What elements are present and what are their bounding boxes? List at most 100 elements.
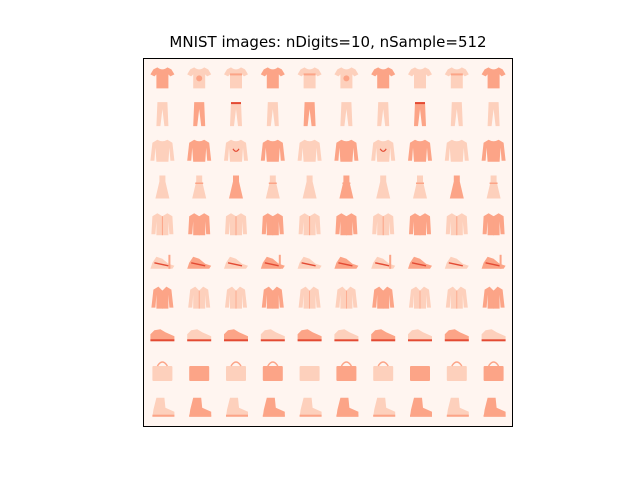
shirt-icon bbox=[372, 286, 395, 309]
dress-icon bbox=[449, 175, 464, 199]
bag-icon bbox=[410, 366, 430, 381]
pullover-icon bbox=[481, 139, 506, 162]
shirt-icon bbox=[482, 286, 505, 309]
sneaker-icon bbox=[260, 329, 285, 342]
ankle-boot-icon bbox=[446, 397, 469, 417]
ankle-boot-icon bbox=[483, 397, 506, 417]
sneaker-icon bbox=[150, 329, 175, 342]
shirt-icon bbox=[225, 286, 247, 309]
trouser-icon bbox=[487, 102, 500, 127]
figure-title: MNIST images: nDigits=10, nSample=512 bbox=[169, 33, 487, 51]
pullover-icon bbox=[371, 139, 396, 162]
tshirt-icon bbox=[150, 67, 175, 89]
pullover-icon bbox=[187, 139, 212, 162]
dress-icon bbox=[302, 175, 317, 199]
sandal-icon bbox=[260, 254, 285, 269]
dress-icon bbox=[486, 175, 501, 199]
tshirt-icon bbox=[334, 67, 359, 89]
tshirt-icon bbox=[371, 67, 396, 89]
sandal-icon bbox=[150, 254, 175, 269]
trouser-icon bbox=[377, 102, 390, 127]
coat-icon bbox=[225, 213, 247, 236]
dress-icon bbox=[265, 175, 280, 199]
dress-icon bbox=[413, 175, 427, 199]
pullover-icon bbox=[297, 139, 322, 162]
bag-icon bbox=[336, 361, 357, 381]
sandal-icon bbox=[224, 256, 248, 269]
coat-icon bbox=[482, 213, 505, 236]
bag-icon bbox=[373, 361, 394, 381]
pullover-icon bbox=[444, 139, 469, 162]
trouser-icon bbox=[230, 102, 242, 127]
trouser-icon bbox=[340, 102, 353, 127]
coat-icon bbox=[335, 213, 358, 236]
coat-icon bbox=[445, 213, 468, 236]
bag-icon bbox=[152, 361, 173, 381]
sneaker-icon bbox=[408, 329, 432, 342]
ankle-boot-icon bbox=[262, 397, 285, 417]
coat-icon bbox=[261, 213, 284, 236]
sandal-icon bbox=[371, 254, 396, 269]
trouser-icon bbox=[156, 102, 169, 127]
sneaker-icon bbox=[371, 329, 396, 342]
bag-icon bbox=[226, 361, 246, 381]
ankle-boot-icon bbox=[189, 397, 212, 417]
ankle-boot-icon bbox=[336, 397, 359, 417]
shirt-icon bbox=[151, 286, 174, 309]
shirt-icon bbox=[188, 286, 211, 309]
sandal-icon bbox=[334, 256, 359, 269]
tshirt-icon bbox=[444, 67, 469, 89]
shirt-icon bbox=[298, 286, 321, 309]
trouser-icon bbox=[193, 102, 206, 127]
tshirt-icon bbox=[224, 67, 248, 89]
tshirt-icon bbox=[297, 67, 322, 89]
dress-icon bbox=[192, 175, 207, 199]
sneaker-icon bbox=[224, 329, 248, 342]
sneaker-icon bbox=[187, 329, 212, 342]
bag-icon bbox=[446, 361, 467, 381]
image-grid-frame bbox=[143, 58, 513, 427]
shirt-icon bbox=[409, 286, 431, 309]
tshirt-icon bbox=[481, 67, 506, 89]
bag-icon bbox=[189, 366, 210, 381]
ankle-boot-icon bbox=[410, 397, 432, 417]
tshirt-icon bbox=[187, 67, 212, 89]
trouser-icon bbox=[414, 102, 426, 127]
sneaker-icon bbox=[334, 329, 359, 342]
pullover-icon bbox=[260, 139, 285, 162]
sandal-icon bbox=[187, 256, 212, 269]
sandal-icon bbox=[297, 256, 322, 269]
sandal-icon bbox=[444, 256, 469, 269]
coat-icon bbox=[151, 213, 174, 236]
bag-icon bbox=[262, 361, 283, 381]
dress-icon bbox=[155, 175, 170, 199]
trouser-icon bbox=[266, 102, 279, 127]
pullover-icon bbox=[408, 139, 432, 162]
coat-icon bbox=[372, 213, 395, 236]
coat-icon bbox=[188, 213, 211, 236]
sandal-icon bbox=[408, 256, 432, 269]
ankle-boot-icon bbox=[299, 397, 322, 417]
sneaker-icon bbox=[297, 329, 322, 342]
coat-icon bbox=[409, 213, 431, 236]
dress-icon bbox=[339, 175, 354, 199]
bag-icon bbox=[299, 366, 320, 381]
dress-icon bbox=[229, 175, 243, 199]
ankle-boot-icon bbox=[226, 397, 248, 417]
ankle-boot-icon bbox=[373, 397, 396, 417]
pullover-icon bbox=[334, 139, 359, 162]
sneaker-icon bbox=[444, 329, 469, 342]
trouser-icon bbox=[450, 102, 463, 127]
pullover-icon bbox=[150, 139, 175, 162]
pullover-icon bbox=[224, 139, 248, 162]
shirt-icon bbox=[261, 286, 284, 309]
ankle-boot-icon bbox=[152, 397, 175, 417]
sneaker-icon bbox=[481, 329, 506, 342]
tshirt-icon bbox=[408, 67, 432, 89]
dress-icon bbox=[376, 175, 391, 199]
shirt-icon bbox=[445, 286, 468, 309]
bag-icon bbox=[483, 361, 504, 381]
tshirt-icon bbox=[260, 67, 285, 89]
shirt-icon bbox=[335, 286, 358, 309]
sandal-icon bbox=[481, 254, 506, 269]
